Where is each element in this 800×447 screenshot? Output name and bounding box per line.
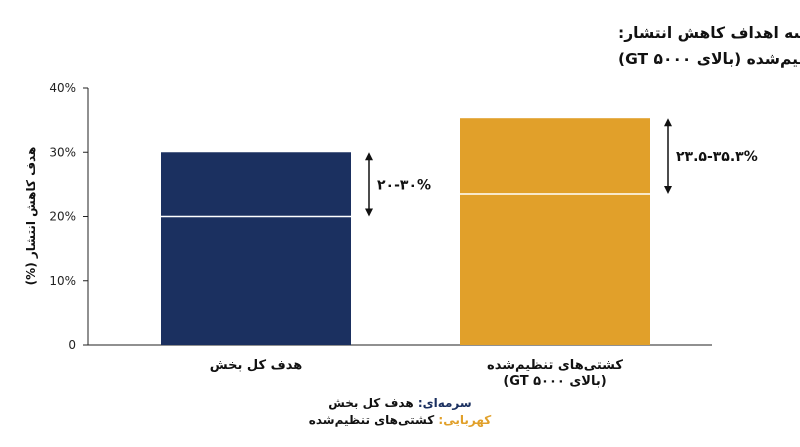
y-tick-label: 10% — [49, 274, 76, 288]
y-tick-label: 40% — [49, 81, 76, 95]
range-arrow-head-bottom — [664, 186, 672, 195]
category-label: کشتی‌های تنظیم‌شده — [487, 358, 623, 373]
bar — [161, 152, 351, 345]
legend-description: هدف کل بخش — [328, 396, 418, 410]
y-axis-label: هدف کاهش انتشار (%) — [24, 147, 38, 286]
category-label: هدف کل بخش — [210, 358, 302, 373]
range-arrow-head-bottom — [365, 208, 373, 217]
category-label: (بالای ۵۰۰۰ GT) — [503, 374, 606, 389]
y-tick-label: 0 — [68, 338, 76, 352]
category-labels: هدف کل بخش کشتی‌های تنظیم‌شده(بالای ۵۰۰۰ … — [210, 358, 624, 389]
range-annotation-label: ۲۰-۳۰% — [377, 177, 431, 193]
y-tick-label: 30% — [49, 145, 76, 159]
range-annotation-label: ۲۳.۵-۳۵.۳% — [676, 149, 758, 165]
legend-entry: سرمه‌ای: هدف کل بخش — [328, 396, 471, 410]
legend-color-name: کهربایی: — [438, 413, 491, 427]
chart-title-line1: مقایسه اهداف کاهش انتشار: — [618, 24, 800, 42]
legend-description: کشتی‌های تنظیم‌شده — [309, 413, 439, 427]
legend-entry: کهربایی: کشتی‌های تنظیم‌شده — [309, 413, 491, 427]
legend-color-name: سرمه‌ای: — [418, 396, 472, 410]
legend: سرمه‌ای: هدف کل بخش کهربایی: کشتی‌های تنظ… — [309, 396, 491, 427]
bars — [161, 118, 650, 345]
chart-title-line2: کل بخش در مقابل کشتی‌های تنظیم‌شده (بالا… — [618, 50, 800, 68]
range-arrow-head-top — [664, 118, 672, 127]
y-tick-label: 20% — [49, 210, 76, 224]
y-axis: 0 10% 20% 30% 40% — [49, 81, 89, 352]
range-annotations: ۲۰-۳۰% ۲۳.۵-۳۵.۳% — [365, 118, 758, 217]
range-arrow-head-top — [365, 152, 373, 161]
bar — [460, 118, 650, 345]
